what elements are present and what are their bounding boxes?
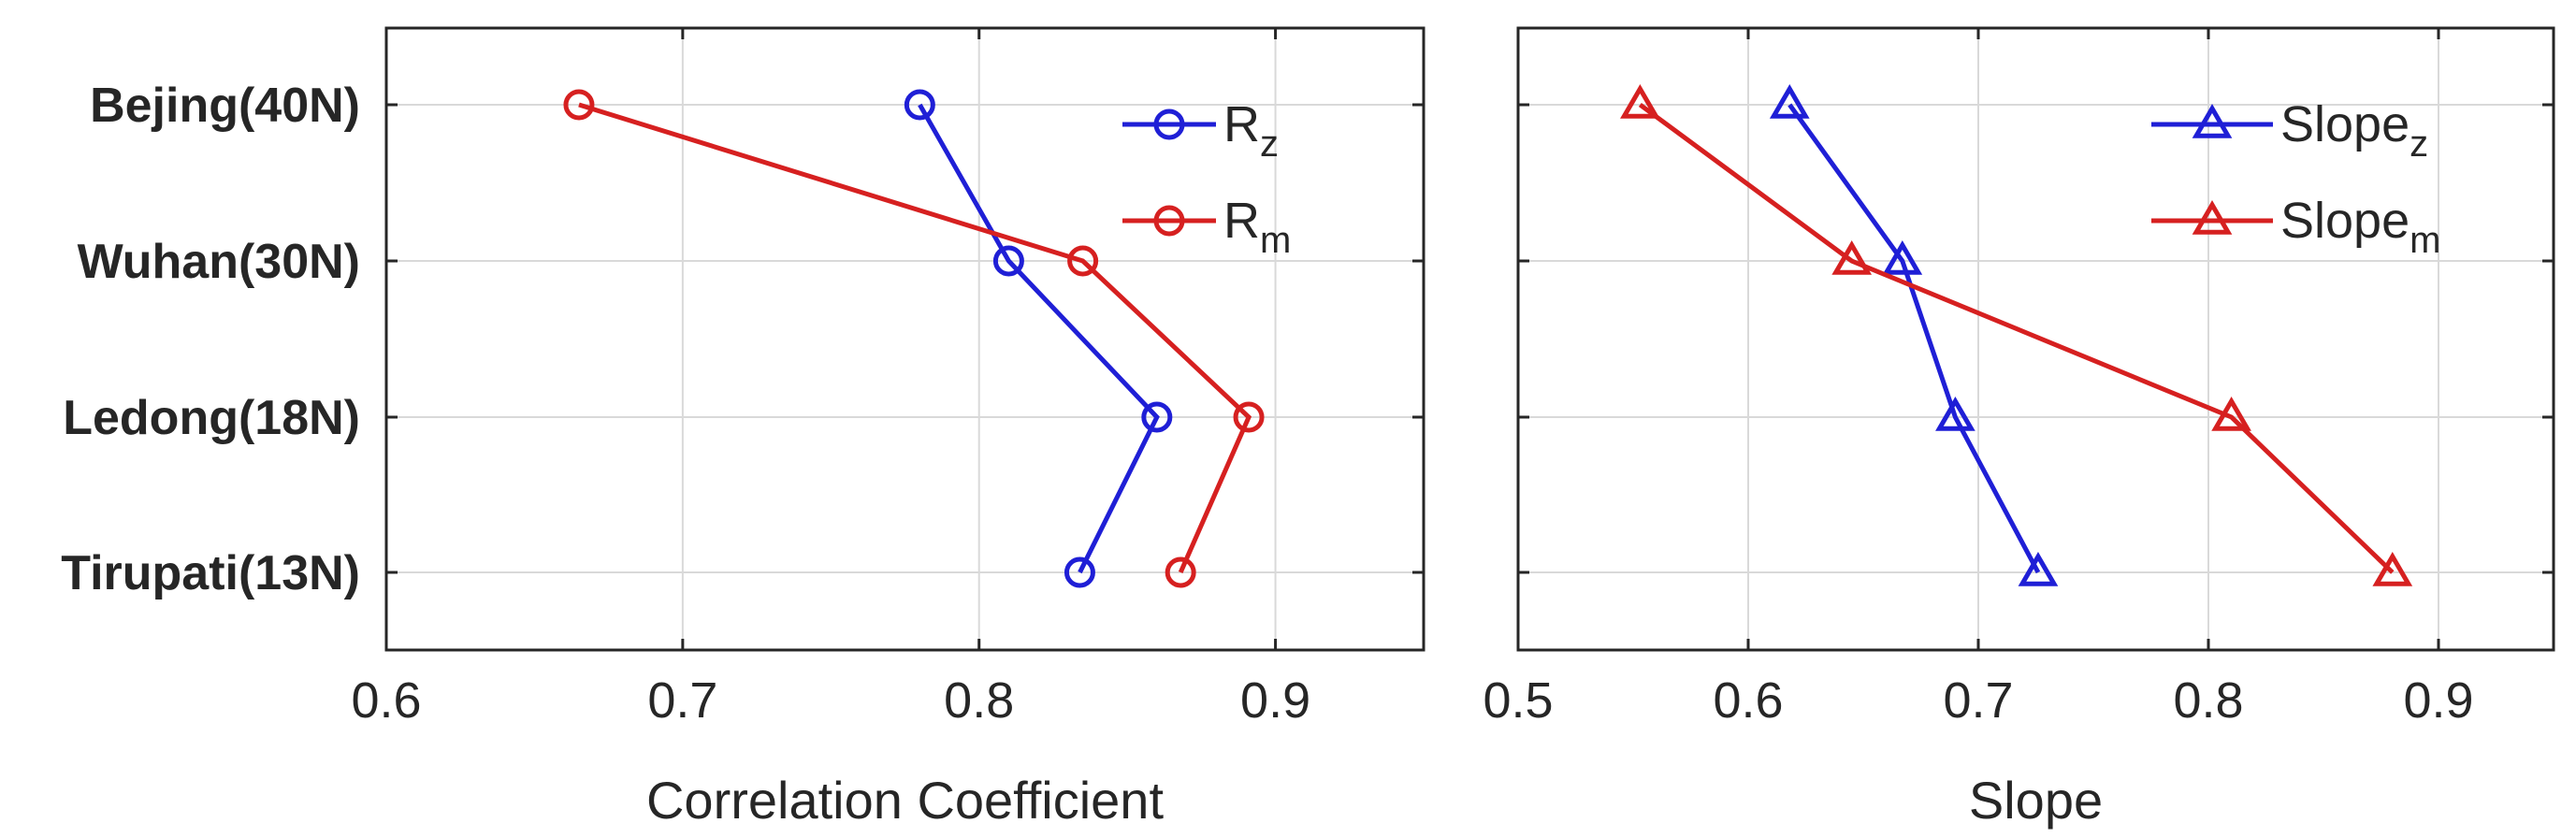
- x-tick-label: 0.6: [351, 672, 421, 729]
- x-tick-label: 0.7: [1943, 672, 2013, 729]
- legend-label: Slopez: [2280, 96, 2428, 165]
- slope-panel: 0.5 0.6 0.7 0.8 0.9 Slope Slopez Slopem: [1483, 26, 2555, 830]
- x-tick-label: 0.6: [1713, 672, 1783, 729]
- correlation-panel: 0.6 0.7 0.8 0.9 Bejing(40N) Wuhan(30N) Ledong(…: [61, 26, 1425, 830]
- x-tick-label: 0.8: [2173, 672, 2243, 729]
- category-label: Bejing(40N): [90, 79, 360, 133]
- data-point: [1165, 556, 1196, 588]
- legend-label: Slopem: [2280, 193, 2440, 261]
- data-point: [904, 89, 935, 121]
- series-line: [578, 102, 1252, 574]
- category-label: Ledong(18N): [63, 391, 360, 445]
- category-label: Tirupati(13N): [61, 546, 360, 600]
- data-point: [1233, 401, 1265, 433]
- x-tick-label: 0.5: [1483, 672, 1553, 729]
- x-tick-label: 0.9: [1240, 672, 1310, 729]
- data-point: [1067, 245, 1099, 277]
- data-point: [1064, 556, 1095, 588]
- x-tick-label: 0.7: [647, 672, 717, 729]
- plot-frame: [1516, 26, 2555, 652]
- data-point: [1882, 240, 1923, 275]
- legend-marker: [2192, 200, 2233, 235]
- data-point: [1620, 84, 1660, 119]
- data-point: [992, 245, 1024, 277]
- plot-frame: [384, 26, 1425, 652]
- x-axis-label: Slope: [1969, 771, 2103, 830]
- x-tick-label: 0.9: [2403, 672, 2473, 729]
- legend-marker: [2192, 104, 2233, 138]
- data-point: [1141, 401, 1173, 433]
- data-point: [2211, 397, 2251, 431]
- data-point: [1831, 240, 1873, 275]
- legend-marker: [1153, 205, 1185, 237]
- legend-label: Rm: [1223, 193, 1291, 261]
- series-line: [1638, 102, 2395, 574]
- data-point: [2018, 552, 2059, 586]
- data-point: [1935, 397, 1975, 431]
- category-label: Wuhan(30N): [78, 235, 360, 289]
- x-tick-label: 0.8: [944, 672, 1014, 729]
- data-point: [1769, 84, 1810, 119]
- data-point: [563, 89, 595, 121]
- data-point: [2372, 552, 2413, 586]
- legend-label: Rz: [1223, 96, 1279, 165]
- series-line: [1787, 103, 2041, 574]
- legend-marker: [1153, 108, 1185, 140]
- x-axis-label: Correlation Coefficient: [646, 771, 1164, 830]
- series-line: [918, 103, 1160, 574]
